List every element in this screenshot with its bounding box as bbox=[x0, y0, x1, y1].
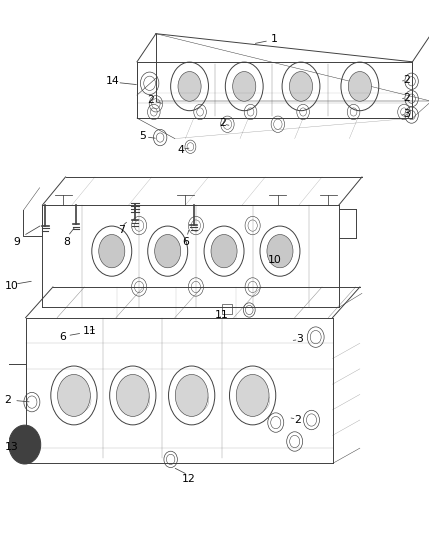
Text: 7: 7 bbox=[118, 224, 125, 235]
Ellipse shape bbox=[233, 71, 256, 101]
Ellipse shape bbox=[290, 71, 313, 101]
Text: 4: 4 bbox=[177, 145, 184, 155]
Text: 2: 2 bbox=[403, 93, 410, 103]
Text: 8: 8 bbox=[64, 237, 70, 247]
Text: 14: 14 bbox=[106, 76, 119, 86]
Circle shape bbox=[9, 425, 41, 464]
Ellipse shape bbox=[236, 375, 269, 416]
Text: 6: 6 bbox=[59, 332, 66, 342]
Text: 2: 2 bbox=[219, 118, 226, 128]
Ellipse shape bbox=[117, 375, 149, 416]
Text: 10: 10 bbox=[4, 281, 18, 291]
Bar bbox=[223, 304, 232, 313]
Text: 9: 9 bbox=[13, 237, 20, 247]
Text: 2: 2 bbox=[294, 415, 301, 425]
Ellipse shape bbox=[99, 235, 125, 268]
Ellipse shape bbox=[211, 235, 237, 268]
Ellipse shape bbox=[175, 375, 208, 416]
Text: 1: 1 bbox=[271, 34, 278, 44]
Text: 2: 2 bbox=[403, 75, 410, 85]
Text: 2: 2 bbox=[148, 95, 154, 105]
Text: 5: 5 bbox=[139, 131, 146, 141]
Ellipse shape bbox=[57, 375, 90, 416]
Text: 10: 10 bbox=[268, 255, 282, 265]
Text: 3: 3 bbox=[296, 334, 303, 344]
Ellipse shape bbox=[178, 71, 201, 101]
Text: 11: 11 bbox=[215, 310, 229, 320]
Text: 6: 6 bbox=[182, 237, 189, 247]
Text: 12: 12 bbox=[182, 474, 196, 484]
Text: 2: 2 bbox=[4, 394, 11, 405]
Text: 13: 13 bbox=[4, 442, 18, 451]
Ellipse shape bbox=[155, 235, 181, 268]
Text: 3: 3 bbox=[403, 109, 410, 119]
Ellipse shape bbox=[267, 235, 293, 268]
Ellipse shape bbox=[348, 71, 371, 101]
Text: 11: 11 bbox=[82, 327, 96, 336]
